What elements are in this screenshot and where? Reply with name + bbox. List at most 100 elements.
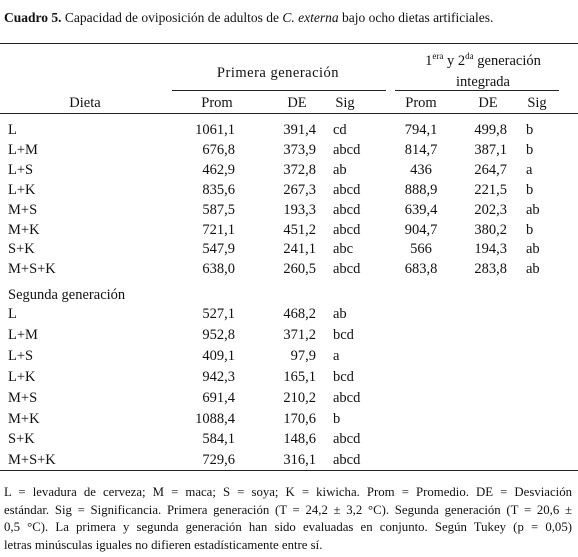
cell: abcd xyxy=(333,389,361,406)
cell: 202,3 xyxy=(474,201,507,218)
cell: 729,6 xyxy=(202,452,235,469)
cell: 373,9 xyxy=(283,141,316,158)
title-label: Cuadro 5. xyxy=(4,10,62,25)
row-label: L+K xyxy=(8,181,36,198)
cell: 170,6 xyxy=(283,410,316,427)
cell: 241,1 xyxy=(283,241,316,258)
group-header-part: y 2 xyxy=(443,53,466,69)
row-label: L xyxy=(8,306,17,322)
title-species: C. externa xyxy=(282,10,339,25)
bottom-rule xyxy=(0,470,578,471)
cell: 210,2 xyxy=(283,389,316,406)
cell: 499,8 xyxy=(474,122,507,138)
cell: 691,4 xyxy=(202,389,235,406)
cell: 942,3 xyxy=(202,368,235,385)
cell: cd xyxy=(333,122,347,138)
cell: 794,1 xyxy=(404,122,438,138)
cell: bcd xyxy=(333,326,354,343)
cell: b xyxy=(526,122,534,138)
cell: 194,3 xyxy=(474,241,507,258)
group-header-part: generación xyxy=(473,53,541,69)
cell: 267,3 xyxy=(283,181,316,198)
cell: 451,2 xyxy=(283,221,316,238)
cell: b xyxy=(526,221,534,238)
cell: 587,5 xyxy=(202,201,235,218)
row-label: M+S xyxy=(8,201,38,218)
footnote-line: estándar. Sig = Significancia. Primera g… xyxy=(4,502,572,517)
row-label: M+S+K xyxy=(8,452,56,469)
cell: 387,1 xyxy=(474,141,507,158)
cell: abcd xyxy=(333,181,361,198)
cell: 904,7 xyxy=(404,221,438,238)
cell: 372,8 xyxy=(283,161,316,178)
row-label: L+M xyxy=(8,141,38,158)
cell: 409,1 xyxy=(202,347,235,364)
cell: 835,6 xyxy=(202,181,235,198)
cell: 316,1 xyxy=(283,452,316,469)
cell: 814,7 xyxy=(404,141,438,158)
cell: abc xyxy=(333,241,354,258)
cell: 676,8 xyxy=(202,141,235,158)
row-label: M+K xyxy=(8,410,40,427)
cell: abcd xyxy=(333,141,361,158)
row-label: M+K xyxy=(8,221,40,238)
cell: 380,2 xyxy=(474,221,507,238)
row-label: M+S+K xyxy=(8,261,56,278)
cell: 952,8 xyxy=(202,326,235,343)
group-header-part: 1 xyxy=(425,53,433,69)
cell: 221,5 xyxy=(474,181,507,198)
group-rule xyxy=(172,90,386,91)
group-header: Primera generación xyxy=(216,65,340,81)
cell: a xyxy=(333,347,340,364)
cell: 193,3 xyxy=(283,201,316,218)
cell: ab xyxy=(333,306,347,322)
section-label: Segunda generación xyxy=(8,287,126,303)
cell: abcd xyxy=(333,221,361,238)
group-header-part: da xyxy=(465,51,474,62)
column-header: Sig xyxy=(335,95,355,111)
column-header: DE xyxy=(478,95,498,111)
cell: abcd xyxy=(333,261,361,278)
cell: ab xyxy=(526,241,540,258)
cell: 462,9 xyxy=(202,161,235,178)
cell: 391,4 xyxy=(283,122,316,138)
row-label: L+S xyxy=(8,161,34,178)
cell: 1061,1 xyxy=(195,122,235,138)
cell: 283,8 xyxy=(474,261,507,278)
cell: 436 xyxy=(410,161,432,178)
cell: a xyxy=(526,161,533,178)
cell: 97,9 xyxy=(290,347,316,364)
column-header: Prom xyxy=(201,95,233,111)
cell: 371,2 xyxy=(283,326,316,343)
footnote-line: L = levadura de cerveza; M = maca; S = s… xyxy=(4,485,572,499)
row-label: M+S xyxy=(8,389,38,406)
row-label: L xyxy=(8,122,17,138)
cell: abcd xyxy=(333,431,361,448)
cell: 165,1 xyxy=(283,368,316,385)
cell: 888,9 xyxy=(404,181,438,198)
footnote-line: letras minúsculas iguales no difieren es… xyxy=(4,537,323,552)
cell: 584,1 xyxy=(202,431,235,448)
group-rule xyxy=(395,90,559,91)
cell: bcd xyxy=(333,368,354,385)
column-header: Prom xyxy=(405,95,437,111)
cell: 566 xyxy=(410,241,432,258)
cell: 547,9 xyxy=(202,241,235,258)
row-label: L+S xyxy=(8,347,34,364)
cell: 1088,4 xyxy=(195,410,235,427)
title-rest: bajo ocho dietas artificiales. xyxy=(341,10,494,25)
row-label: L+K xyxy=(8,368,36,385)
cell: ab xyxy=(333,161,347,178)
cell: 527,1 xyxy=(202,306,235,322)
cell: b xyxy=(526,181,534,198)
group-header: integrada xyxy=(456,74,510,90)
cell: 260,5 xyxy=(283,261,316,278)
footnote-line: 0,5 °C). La primera y segunda generación… xyxy=(4,520,572,535)
cell: 639,4 xyxy=(404,201,438,218)
row-label: L+M xyxy=(8,326,38,343)
group-header: 1era y 2da generación xyxy=(425,52,541,70)
row-label: S+K xyxy=(8,431,35,448)
cell: 683,8 xyxy=(404,261,438,278)
title: Cuadro 5. Capacidad de oviposición de ad… xyxy=(4,9,493,27)
